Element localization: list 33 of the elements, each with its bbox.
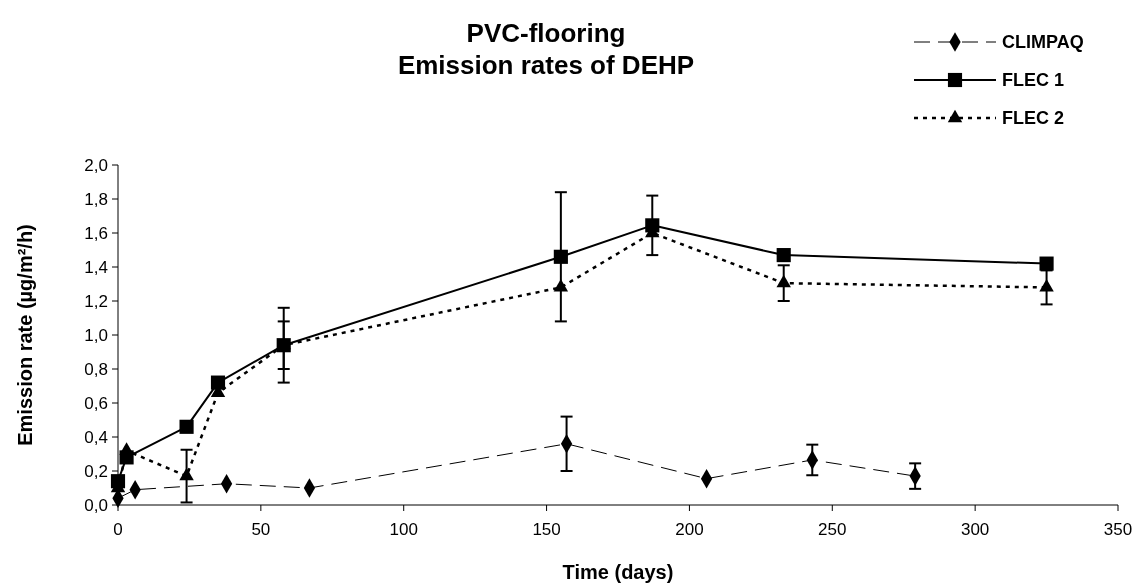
y-tick-label: 1,2 (84, 291, 108, 311)
x-tick-label: 0 (113, 520, 123, 539)
y-tick-label: 2,0 (84, 155, 108, 175)
x-axis-title: Time (days) (562, 561, 674, 583)
y-tick-label: 1,4 (84, 257, 108, 277)
point (553, 249, 568, 264)
x-tick-label: 250 (818, 520, 847, 539)
x-tick-label: 150 (532, 520, 561, 539)
x-tick-label: 100 (389, 520, 418, 539)
y-tick-label: 1,6 (84, 223, 108, 243)
point (776, 248, 791, 263)
x-tick-label: 200 (675, 520, 704, 539)
chart-title: PVC-flooring Emission rates of DEHP (397, 18, 695, 80)
legend-label: FLEC 1 (1002, 70, 1065, 91)
y-tick-label: 0,4 (84, 427, 108, 447)
legend-label: FLEC 2 (1002, 108, 1065, 129)
point (179, 419, 194, 434)
y-axis-title: Emission rate (µg/m²/h) (14, 224, 36, 446)
x-tick-label: 50 (251, 520, 271, 539)
y-tick-label: 0,8 (84, 359, 108, 379)
y-tick-label: 1,0 (84, 325, 108, 345)
x-tick-label: 350 (1103, 520, 1133, 539)
point (776, 274, 791, 288)
point (179, 467, 194, 481)
y-tick-label: 0,6 (84, 393, 108, 413)
point (553, 279, 569, 292)
legend-label: CLIMPAQ (1002, 32, 1084, 53)
y-tick-label: 1,8 (84, 189, 108, 209)
x-tick-label: 300 (960, 520, 990, 539)
y-tick-label: 0,0 (84, 495, 108, 515)
point (119, 442, 134, 455)
y-tick-label: 0,2 (84, 461, 108, 481)
point (1039, 279, 1054, 292)
